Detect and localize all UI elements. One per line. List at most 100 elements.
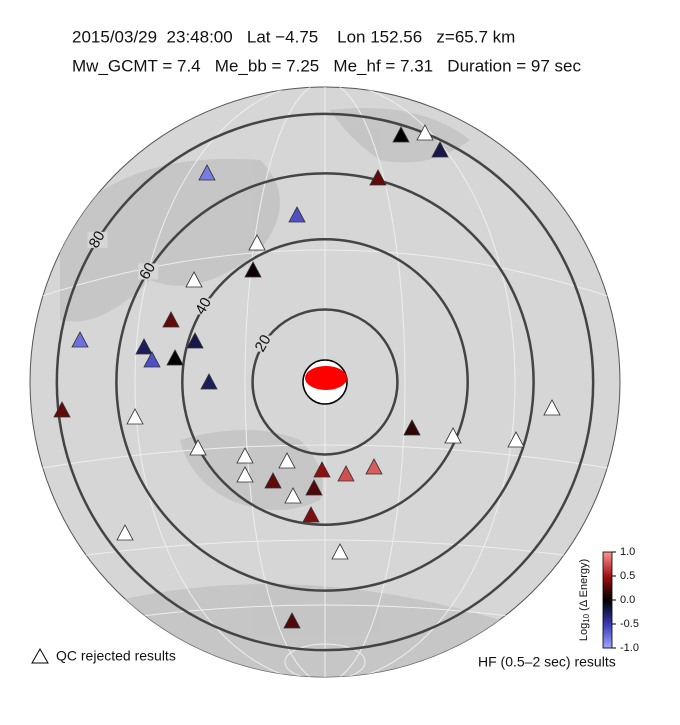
colorbar-tick-label: 0.5 [620, 570, 635, 582]
station [71, 331, 89, 348]
colorbar-cell [603, 566, 612, 569]
colorbar-cell [603, 626, 612, 629]
header: 2015/03/29 23:48:00 Lat −4.75 Lon 152.56… [72, 27, 582, 75]
station [403, 419, 421, 436]
station-rejected [185, 271, 203, 288]
colorbar-cell [603, 620, 612, 623]
colorbar-cell [603, 564, 612, 567]
colorbar-cell [603, 594, 612, 597]
station [244, 261, 262, 278]
station [365, 458, 383, 475]
colorbar-cell [603, 572, 612, 575]
colorbar: Log10 (Δ Energy) 1.0 0.5 0.0 -0.5 -1.0 [578, 546, 639, 654]
station-rejected [543, 399, 561, 416]
colorbar-cell [603, 582, 612, 585]
legend: QC rejected results HF (0.5–2 sec) resul… [31, 648, 616, 670]
station [264, 472, 282, 489]
colorbar-cell [603, 640, 612, 643]
station [431, 141, 449, 158]
colorbar-cell [603, 612, 612, 615]
station [53, 401, 71, 418]
colorbar-cell [603, 616, 612, 619]
legend-hf: HF (0.5–2 sec) results [478, 654, 616, 670]
colorbar-cell [603, 614, 612, 617]
station [392, 126, 410, 143]
colorbar-cell [603, 646, 612, 649]
colorbar-cell [603, 622, 612, 625]
station-rejected [126, 408, 144, 425]
colorbar-cell [603, 624, 612, 627]
colorbar-label: Log10 (Δ Energy) [578, 559, 591, 641]
colorbar-cell [603, 576, 612, 579]
station [283, 612, 301, 629]
colorbar-tick-label: 0.0 [620, 594, 635, 606]
colorbar-cell [603, 634, 612, 637]
distance-ring [115, 172, 535, 592]
distance-rings: 20 40 60 80 [55, 112, 595, 652]
station [135, 338, 153, 355]
colorbar-cell [603, 578, 612, 581]
colorbar-cell [603, 556, 612, 559]
colorbar-tick-label: 1.0 [620, 546, 635, 558]
colorbar-cell [603, 570, 612, 573]
colorbar-cell [603, 592, 612, 595]
colorbar-tick-label: -1.0 [620, 642, 639, 654]
station [337, 465, 355, 482]
colorbar-cell [603, 644, 612, 647]
focal-mechanism [302, 359, 348, 405]
station [143, 351, 161, 368]
colorbar-cell [603, 618, 612, 621]
station-rejected [236, 447, 254, 464]
colorbar-cell [603, 574, 612, 577]
colorbar-cell [603, 606, 612, 609]
colorbar-cell [603, 568, 612, 571]
station [302, 506, 320, 523]
station-rejected [331, 543, 349, 560]
colorbar-cell [603, 562, 612, 565]
station-rejected [444, 427, 462, 444]
colorbar-cell [603, 610, 612, 613]
station [305, 479, 323, 496]
station [162, 311, 180, 328]
ring-label: 20 [252, 332, 275, 355]
colorbar-cell [603, 554, 612, 557]
legend-rejected: QC rejected results [56, 648, 176, 664]
station [198, 164, 216, 181]
header-line1: 2015/03/29 23:48:00 Lat −4.75 Lon 152.56… [72, 27, 515, 46]
colorbar-cell [603, 580, 612, 583]
station-rejected [416, 124, 434, 141]
station [166, 349, 184, 366]
distance-ring [55, 112, 595, 652]
station-rejected [248, 234, 266, 251]
colorbar-label-sub: 10 [582, 613, 591, 622]
colorbar-cell [603, 588, 612, 591]
colorbar-cell [603, 560, 612, 563]
stations [53, 124, 561, 629]
station [186, 332, 204, 349]
distance-ring [251, 308, 399, 456]
station [200, 373, 218, 390]
colorbar-cell [603, 596, 612, 599]
station-rejected [278, 452, 296, 469]
colorbar-label-rest: (Δ Energy) [578, 559, 590, 614]
colorbar-cell [603, 632, 612, 635]
station-rejected [236, 466, 254, 483]
station-rejected [284, 487, 302, 504]
colorbar-cell [603, 558, 612, 561]
station-rejected [116, 524, 134, 541]
colorbar-cell [603, 552, 612, 555]
colorbar-cell [603, 628, 612, 631]
station [288, 206, 306, 223]
ring-label-bg [138, 263, 159, 280]
station [369, 169, 387, 186]
colorbar-cell [603, 608, 612, 611]
colorbar-cell [603, 584, 612, 587]
colorbar-cell [603, 598, 612, 601]
colorbar-label-base: Log [578, 623, 590, 641]
ring-label-bg [193, 298, 214, 315]
ring-label-bg [253, 335, 274, 352]
distance-ring [181, 238, 469, 526]
ring-label: 40 [192, 295, 215, 318]
ring-label-bg [87, 231, 108, 248]
